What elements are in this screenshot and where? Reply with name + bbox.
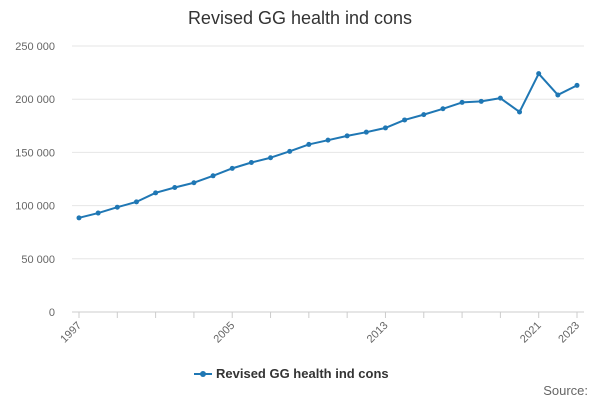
data-point[interactable] [229, 165, 235, 171]
data-point[interactable] [95, 210, 101, 216]
data-point[interactable] [382, 125, 388, 131]
data-point[interactable] [536, 71, 542, 77]
data-point[interactable] [440, 106, 446, 112]
x-tick-label: 2023 [556, 320, 582, 346]
series-line [78, 72, 578, 219]
y-tick-label: 250 000 [15, 41, 55, 53]
data-point[interactable] [497, 95, 503, 101]
legend-marker [200, 371, 206, 377]
data-point[interactable] [287, 148, 293, 154]
data-point[interactable] [517, 109, 523, 115]
gridlines [72, 45, 584, 260]
data-point[interactable] [459, 99, 465, 105]
series-group [76, 71, 580, 221]
data-point[interactable] [344, 133, 350, 139]
x-tick-label: 2013 [365, 320, 391, 346]
chart-title: Revised GG health ind cons [188, 8, 412, 28]
legend-label[interactable]: Revised GG health ind cons [216, 366, 389, 381]
data-point[interactable] [555, 92, 561, 98]
data-point[interactable] [421, 112, 427, 118]
data-point[interactable] [363, 129, 369, 135]
data-point[interactable] [172, 185, 178, 191]
y-tick-label: 50 000 [21, 254, 55, 266]
data-point[interactable] [76, 215, 82, 221]
y-tick-label: 150 000 [15, 147, 55, 159]
data-point[interactable] [153, 190, 159, 196]
data-point[interactable] [325, 137, 331, 143]
x-tick-label: 2005 [212, 320, 238, 346]
data-point[interactable] [306, 141, 312, 147]
data-point[interactable] [402, 117, 408, 123]
data-point[interactable] [248, 160, 254, 166]
source-label: Source: [543, 383, 588, 398]
x-tick-label: 2021 [518, 320, 544, 346]
y-axis: 0 50 000 100 000 150 000 200 000 250 000 [15, 41, 55, 319]
data-point[interactable] [191, 180, 197, 186]
y-tick-label: 100 000 [15, 201, 55, 213]
data-point[interactable] [478, 98, 484, 104]
x-tick-label: 1997 [58, 320, 84, 346]
data-point[interactable] [574, 82, 580, 88]
data-point[interactable] [133, 199, 139, 205]
legend[interactable]: Revised GG health ind cons [194, 366, 389, 381]
y-tick-label: 200 000 [15, 94, 55, 106]
data-point[interactable] [268, 155, 274, 161]
x-axis: 1997 2005 2013 2021 2023 [58, 311, 584, 346]
data-point[interactable] [210, 173, 216, 179]
y-tick-label: 0 [49, 307, 55, 319]
data-point[interactable] [114, 204, 120, 210]
